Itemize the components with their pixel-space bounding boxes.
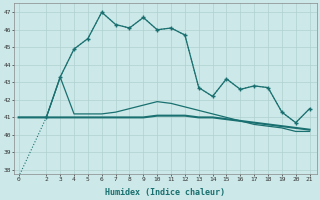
X-axis label: Humidex (Indice chaleur): Humidex (Indice chaleur) <box>106 188 226 197</box>
